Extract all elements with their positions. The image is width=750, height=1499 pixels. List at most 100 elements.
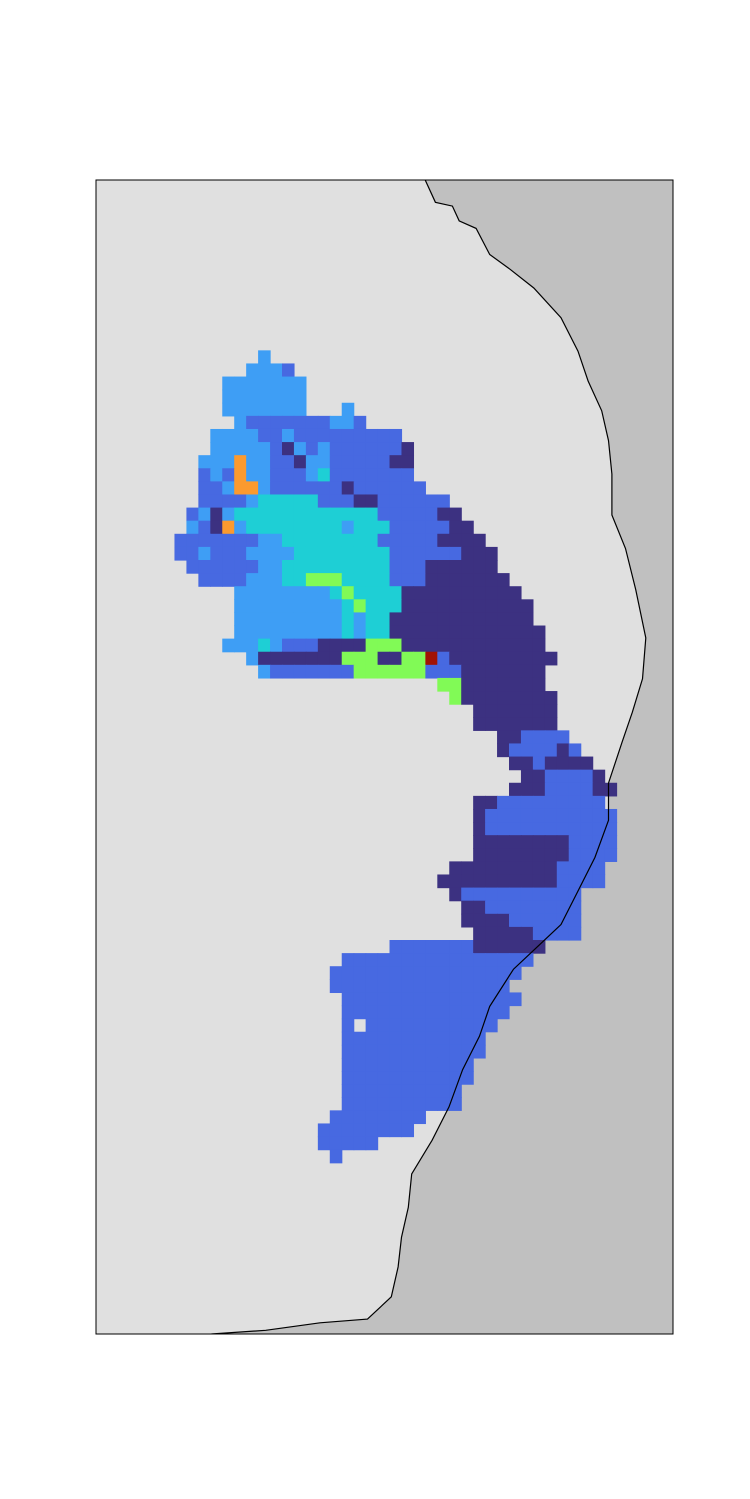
grid-cell: [437, 507, 450, 522]
grid-cell: [497, 573, 510, 587]
grid-cell: [234, 494, 247, 509]
grid-cell: [568, 808, 582, 823]
grid-cell: [413, 992, 426, 1007]
grid-cell: [401, 664, 415, 679]
grid-cell: [198, 533, 211, 548]
grid-cell: [341, 415, 355, 430]
coastline: [211, 180, 647, 1334]
grid-cell: [353, 979, 367, 994]
grid-cell: [282, 573, 295, 587]
grid-cell: [473, 546, 486, 561]
grid-cell: [568, 887, 582, 902]
grid-cell: [592, 795, 606, 810]
grid-cell: [246, 468, 259, 482]
grid-cell: [449, 520, 462, 535]
grid-cell: [520, 651, 534, 666]
grid-cell: [377, 1097, 391, 1111]
grid-cell: [544, 848, 558, 862]
grid-cell: [353, 520, 367, 535]
grid-cell: [341, 1005, 355, 1020]
grid-cell: [353, 455, 367, 469]
grid-cell: [341, 494, 355, 509]
grid-cell: [401, 1031, 415, 1046]
grid-cell: [592, 782, 606, 797]
grid-cell: [425, 625, 438, 640]
grid-cell: [544, 743, 558, 758]
grid-cell: [461, 520, 474, 535]
grid-cell: [353, 428, 367, 443]
grid-cell: [413, 1110, 426, 1125]
grid-cell: [317, 415, 331, 430]
grid-cell: [293, 415, 307, 430]
grid-cell: [365, 651, 379, 666]
grid-cell: [270, 651, 283, 666]
grid-cell: [556, 835, 570, 849]
grid-cell: [246, 546, 259, 561]
grid-cell: [258, 350, 271, 365]
grid-cell: [401, 1071, 415, 1085]
grid-cell: [449, 638, 462, 653]
grid-cell: [329, 546, 343, 561]
grid-cell: [305, 507, 319, 522]
grid-cell: [497, 808, 510, 823]
grid-cell: [305, 612, 319, 627]
grid-cell: [401, 494, 415, 509]
grid-cell: [282, 402, 295, 417]
grid-cell: [377, 625, 391, 640]
grid-cell: [270, 546, 283, 561]
grid-cell: [246, 481, 259, 496]
grid-cell: [497, 913, 510, 928]
grid-cell: [461, 953, 474, 967]
grid-cell: [353, 1071, 367, 1085]
grid-cell: [305, 560, 319, 574]
grid-cell: [580, 769, 594, 784]
grid-cell: [485, 704, 498, 718]
grid-cell: [592, 848, 606, 862]
grid-cell: [473, 717, 486, 731]
grid-cell: [329, 651, 343, 666]
grid-cell: [556, 848, 570, 862]
grid-cell: [258, 507, 271, 522]
grid-cell: [413, 1005, 426, 1020]
grid-cell: [341, 481, 355, 496]
grid-cell: [580, 861, 594, 876]
grid-cell: [580, 756, 594, 771]
grid-cell: [509, 625, 522, 640]
grid-cell: [317, 599, 331, 614]
grid-cell: [258, 468, 271, 482]
grid-cell: [282, 546, 295, 561]
grid-cell: [473, 1018, 486, 1033]
grid-cell: [509, 586, 522, 600]
grid-cell: [341, 966, 355, 980]
grid-cell: [413, 625, 426, 640]
grid-cell: [210, 428, 223, 443]
grid-cell: [544, 861, 558, 876]
grid-cell: [425, 546, 438, 561]
grid-cell: [449, 625, 462, 640]
grid-cell: [377, 638, 391, 653]
grid-cell: [520, 835, 534, 849]
grid-cell: [341, 992, 355, 1007]
grid-cell: [461, 1005, 474, 1020]
grid-cell: [341, 1018, 355, 1033]
grid-cell: [580, 782, 594, 797]
grid-cell: [520, 691, 534, 705]
grid-cell: [258, 651, 271, 666]
grid-cell: [497, 953, 510, 967]
grid-cell: [520, 599, 534, 614]
grid-cell: [401, 1057, 415, 1072]
map-frame: [95, 179, 674, 1335]
grid-cell: [329, 428, 343, 443]
grid-cell: [365, 442, 379, 456]
grid-cell: [473, 1031, 486, 1046]
grid-cell: [353, 1084, 367, 1098]
grid-cell: [485, 677, 498, 692]
grid-cell: [317, 1123, 331, 1138]
grid-cell: [353, 494, 367, 509]
grid-cell: [389, 468, 403, 482]
grid-cell: [473, 560, 486, 574]
grid-cell: [305, 415, 319, 430]
grid-cell: [556, 730, 570, 745]
grid-cell: [305, 573, 319, 587]
grid-cell: [544, 651, 558, 666]
